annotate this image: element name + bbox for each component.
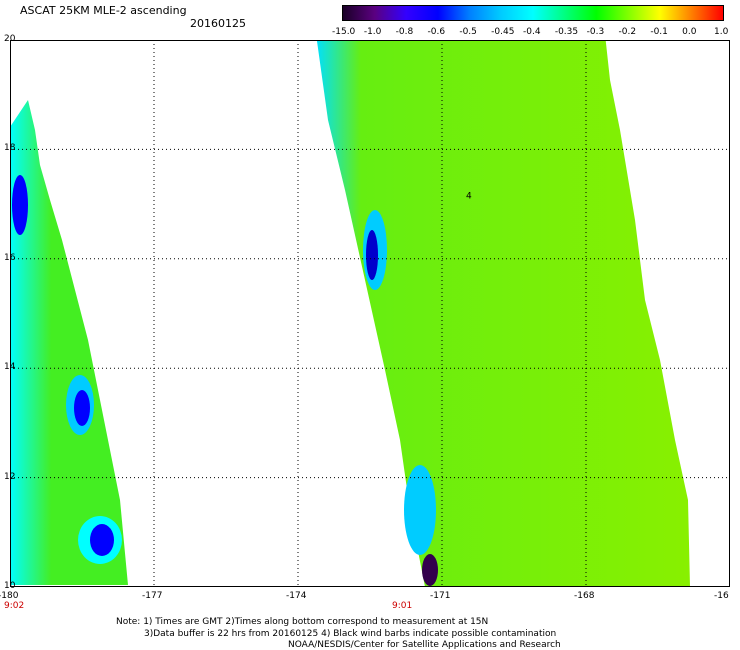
longitude-label: -177 — [142, 591, 163, 601]
colorbar-label: -0.5 — [459, 27, 477, 37]
colorbar-label: 0.0 — [682, 27, 697, 37]
latitude-label: 18 — [4, 143, 16, 154]
colorbar-label: -0.8 — [395, 27, 414, 37]
colorbar-label: -1.0 — [363, 27, 382, 37]
map-marker-label: 4 — [466, 192, 472, 202]
colorbar-label: -0.35 — [554, 27, 579, 37]
map-date: 20160125 — [190, 17, 246, 30]
low-blob — [422, 554, 438, 586]
low-blob — [90, 524, 114, 556]
latitude-label: 14 — [4, 362, 16, 373]
latitude-label: 16 — [4, 252, 16, 263]
colorbar — [342, 5, 724, 21]
colorbar-label: -0.4 — [523, 27, 541, 37]
latitude-label: 20 — [4, 34, 16, 44]
colorbar-label: -0.2 — [618, 27, 637, 37]
map-plot: 4 — [10, 40, 730, 587]
longitude-label: -171 — [430, 591, 451, 601]
time-label-right: 9:01 — [392, 601, 413, 611]
longitude-label: -16 — [714, 591, 729, 601]
low-blob — [12, 175, 28, 235]
map-title: ASCAT 25KM MLE-2 ascending — [20, 4, 187, 17]
low-blob — [74, 390, 90, 426]
latitude-label: 10 — [4, 581, 16, 591]
low-blob — [366, 230, 378, 280]
colorbar-label: -0.3 — [586, 27, 605, 37]
low-blob — [404, 465, 436, 555]
colorbar-label: -0.45 — [491, 27, 515, 37]
longitude-label: -180 — [0, 591, 19, 601]
time-label-left: 9:02 — [4, 601, 25, 611]
colorbar-label: -0.1 — [650, 27, 668, 37]
colorbar-label: -15.0 — [332, 27, 356, 37]
latitude-label: 12 — [4, 471, 16, 482]
colorbar-label: 1.0 — [714, 27, 729, 37]
note-line-1: Note: 1) Times are GMT 2)Times along bot… — [116, 617, 489, 627]
colorbar-label: -0.6 — [427, 27, 446, 37]
swath-left — [10, 100, 128, 585]
longitude-label: -174 — [286, 591, 307, 601]
note-line-2: 3)Data buffer is 22 hrs from 20160125 4)… — [144, 629, 557, 639]
map-svg: 4 — [10, 40, 730, 587]
map-frame — [10, 40, 730, 587]
swath-right — [316, 40, 690, 587]
longitude-label: -168 — [574, 591, 595, 601]
note-line-3: NOAA/NESDIS/Center for Satellite Applica… — [288, 640, 561, 650]
